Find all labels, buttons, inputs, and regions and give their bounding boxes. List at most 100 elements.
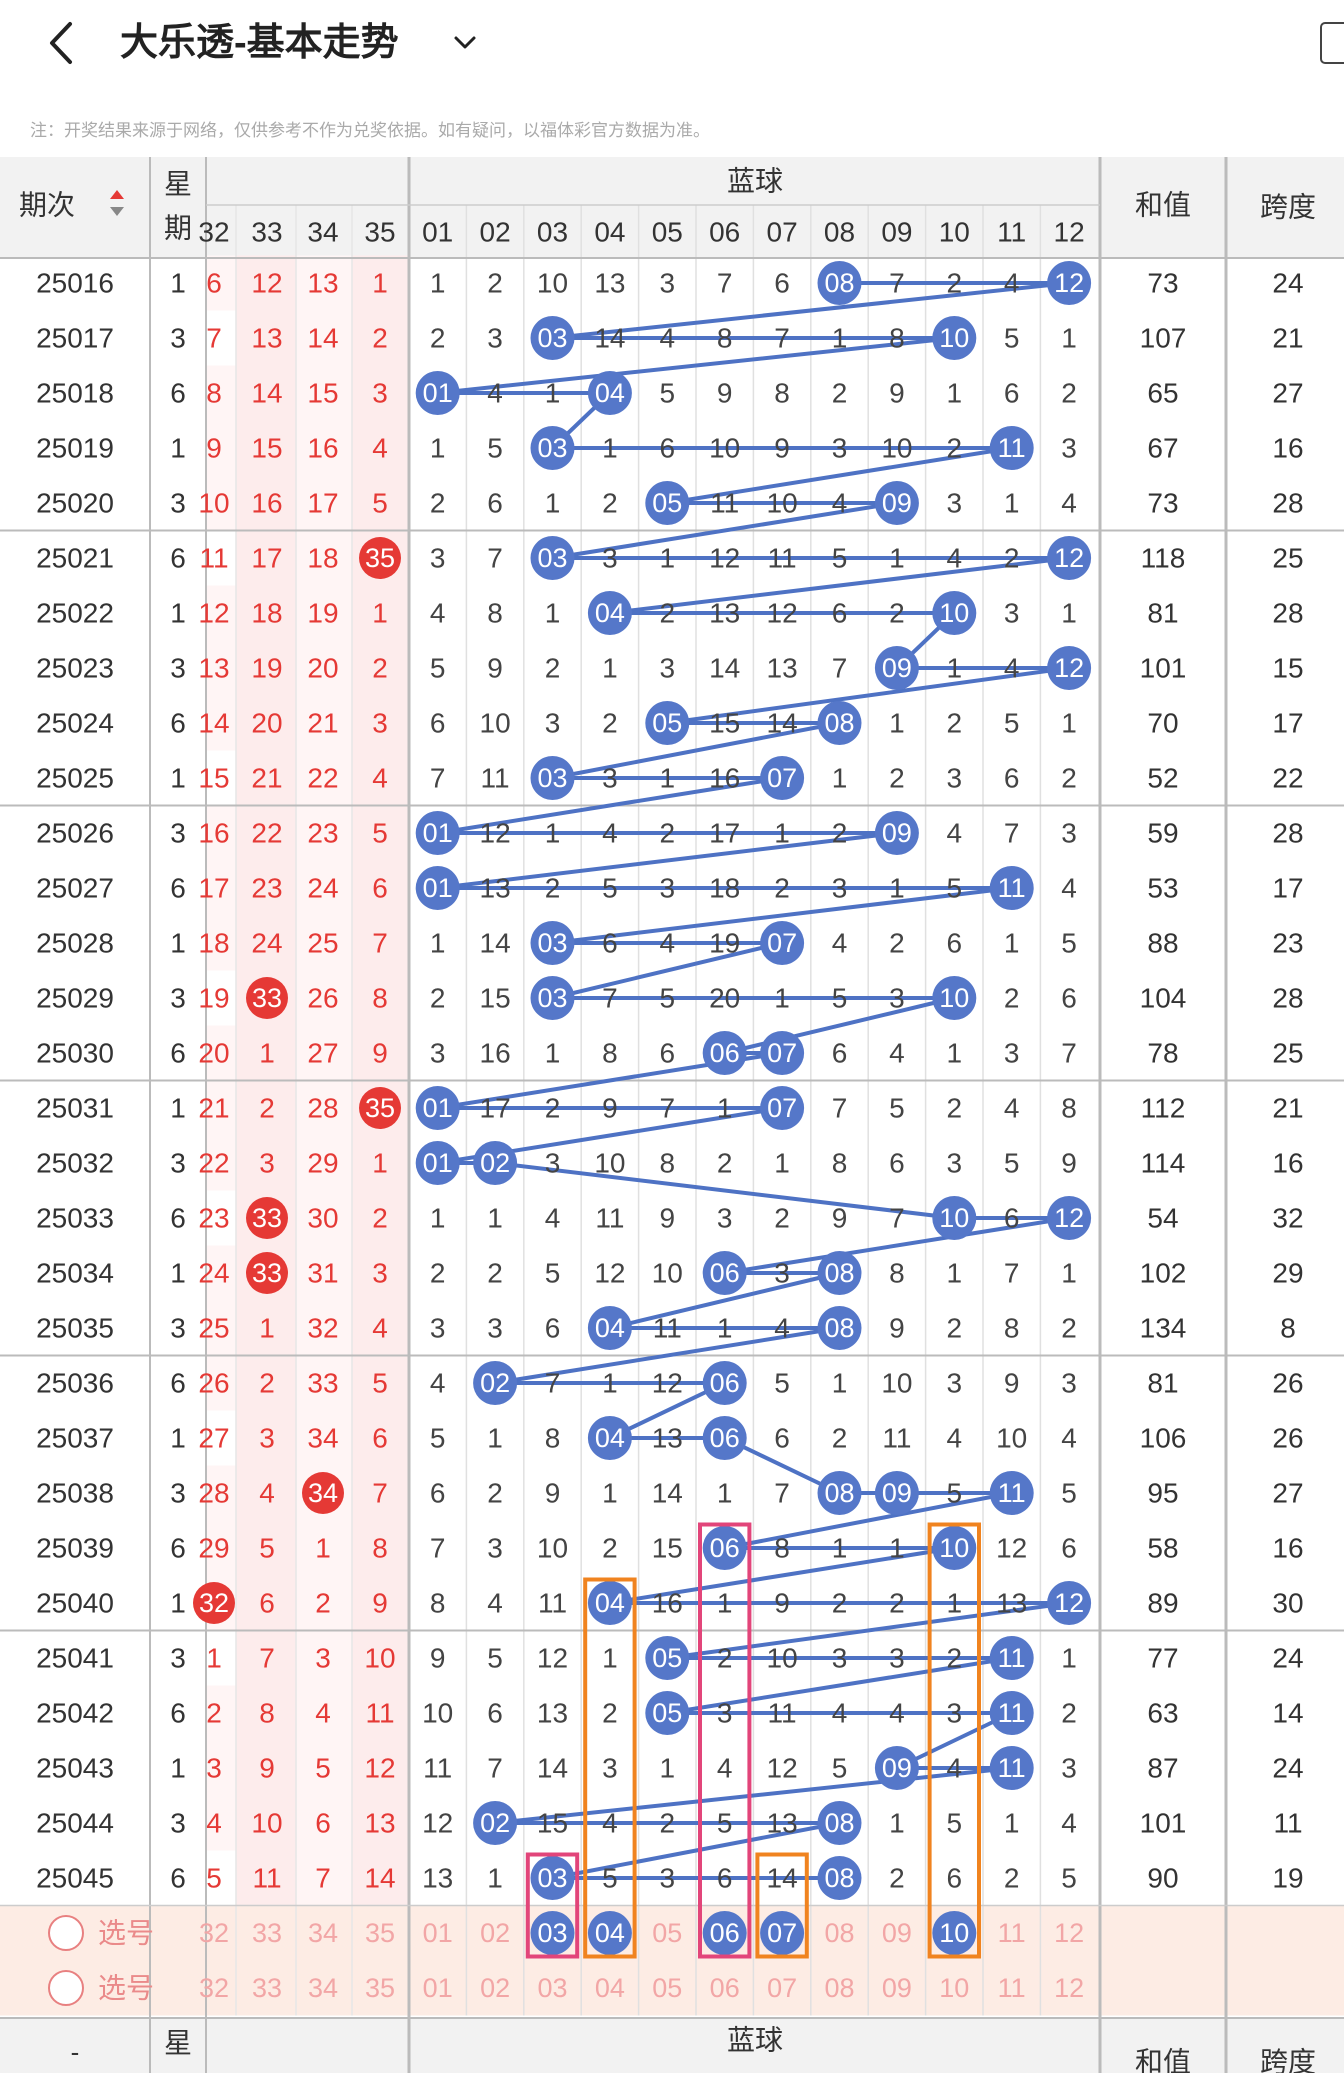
front-col-header: 34 — [307, 217, 338, 248]
pick-front-number[interactable]: 35 — [365, 1918, 395, 1948]
selected-blue-number[interactable]: 06 — [710, 1918, 740, 1948]
pick-blue-number[interactable]: 09 — [882, 1973, 912, 2003]
pick-blue-number[interactable]: 06 — [710, 1973, 740, 2003]
blue-col-header: 12 — [1054, 217, 1085, 248]
blue-miss-cell: 2 — [832, 1423, 848, 1454]
device-icon[interactable] — [1320, 22, 1344, 64]
blue-miss-cell: 2 — [832, 378, 848, 409]
week-cell: 6 — [170, 1698, 186, 1729]
span-cell: 17 — [1272, 873, 1303, 904]
pick-front-number[interactable]: 33 — [252, 1973, 282, 2003]
front-miss-cell: 16 — [251, 488, 282, 519]
blue-ball-number: 03 — [537, 763, 567, 793]
pick-front-number[interactable]: 33 — [252, 1918, 282, 1948]
issue-cell: 25024 — [36, 708, 114, 739]
blue-miss-cell: 9 — [774, 1588, 790, 1619]
front-miss-cell: 21 — [198, 1093, 229, 1124]
blue-ball — [989, 426, 1034, 470]
red-ball-number: 35 — [365, 1093, 395, 1123]
blue-ball — [874, 646, 919, 690]
radio-button[interactable] — [48, 1970, 84, 2006]
blue-miss-cell: 11 — [653, 1313, 682, 1344]
pick-blue-number[interactable]: 09 — [882, 1918, 912, 1948]
selected-blue-ball[interactable] — [530, 1911, 575, 1955]
blue-miss-cell: 4 — [889, 1038, 905, 1069]
blue-miss-cell: 3 — [545, 708, 561, 739]
selected-blue-ball[interactable] — [702, 1911, 747, 1955]
front-miss-cell: 9 — [372, 1588, 388, 1619]
blue-miss-cell: 8 — [430, 1588, 446, 1619]
selected-blue-ball[interactable] — [760, 1911, 805, 1955]
pick-blue-number[interactable]: 02 — [480, 1973, 510, 2003]
pick-blue-number[interactable]: 08 — [824, 1918, 854, 1948]
blue-miss-cell: 1 — [947, 378, 963, 409]
selected-blue-number[interactable]: 04 — [595, 1918, 625, 1948]
selected-blue-number[interactable]: 10 — [939, 1918, 969, 1948]
pick-front-number[interactable]: 32 — [199, 1918, 229, 1948]
selected-blue-ball[interactable] — [932, 1911, 977, 1955]
week-cell: 1 — [170, 433, 186, 464]
pick-blue-number[interactable]: 05 — [652, 1918, 682, 1948]
issue-cell: 25027 — [36, 873, 114, 904]
pick-blue-number[interactable]: 03 — [537, 1973, 567, 2003]
pick-front-number[interactable]: 34 — [308, 1973, 338, 2003]
blue-miss-cell: 1 — [1004, 1808, 1020, 1839]
blue-miss-cell: 10 — [767, 488, 798, 519]
blue-miss-cell: 3 — [430, 1313, 446, 1344]
table-row: 25026 3 16 22 23 5 01 12 1 4 2 17 1 2 09 4 7 3 59 28 — [36, 811, 1304, 855]
week-cell: 6 — [170, 378, 186, 409]
sum-cell: 107 — [1140, 323, 1187, 354]
pick-blue-number[interactable]: 07 — [767, 1973, 797, 2003]
blue-miss-cell: 1 — [1061, 1258, 1077, 1289]
pick-blue-number[interactable]: 12 — [1054, 1973, 1084, 2003]
blue-col-header: 06 — [709, 217, 740, 248]
blue-miss-cell: 2 — [1004, 1863, 1020, 1894]
pick-blue-number[interactable]: 02 — [480, 1918, 510, 1948]
pick-blue-number[interactable]: 05 — [652, 1973, 682, 2003]
radio-button[interactable] — [48, 1915, 84, 1951]
pick-blue-number[interactable]: 11 — [998, 1973, 1026, 2003]
chevron-down-icon[interactable] — [450, 28, 480, 58]
sum-cell: 53 — [1147, 873, 1178, 904]
selected-blue-number[interactable]: 03 — [537, 1918, 567, 1948]
pick-blue-number[interactable]: 04 — [595, 1973, 625, 2003]
blue-ball-number: 09 — [882, 1478, 912, 1508]
pick-front-number[interactable]: 32 — [199, 1973, 229, 2003]
pick-blue-number[interactable]: 12 — [1054, 1918, 1084, 1948]
blue-miss-cell: 10 — [594, 1148, 625, 1179]
sum-cell: 63 — [1147, 1698, 1178, 1729]
pick-blue-number[interactable]: 10 — [939, 1973, 969, 2003]
pick-blue-number[interactable]: 08 — [824, 1973, 854, 2003]
sort-up-icon[interactable] — [110, 190, 124, 199]
back-arrow-icon[interactable] — [40, 18, 84, 68]
blue-miss-cell: 8 — [602, 1038, 618, 1069]
app-header: 大乐透-基本走势 注：开奖结果来源于网络，仅供参考不作为兑奖依据。如有疑问，以福… — [0, 0, 1344, 150]
selected-blue-number[interactable]: 07 — [767, 1918, 797, 1948]
front-miss-cell: 13 — [364, 1808, 395, 1839]
blue-miss-cell: 2 — [832, 818, 848, 849]
blue-miss-cell: 6 — [487, 488, 503, 519]
pick-row[interactable]: 选号 32 33 34 35 01 02 03 04 05 06 07 08 09 10 11 12 — [48, 1911, 1084, 1955]
front-miss-cell: 3 — [315, 1643, 331, 1674]
pick-blue-number[interactable]: 01 — [423, 1973, 453, 2003]
pick-blue-number[interactable]: 11 — [998, 1918, 1026, 1948]
front-miss-cell: 20 — [198, 1038, 229, 1069]
front-miss-cell: 17 — [198, 873, 229, 904]
blue-miss-cell: 1 — [430, 268, 446, 299]
blue-miss-cell: 2 — [774, 873, 790, 904]
week-cell: 6 — [170, 543, 186, 574]
sort-down-icon[interactable] — [110, 207, 124, 216]
blue-ball — [989, 1691, 1034, 1735]
blue-miss-cell: 1 — [832, 323, 848, 354]
blue-miss-cell: 7 — [602, 983, 618, 1014]
pick-blue-number[interactable]: 01 — [423, 1918, 453, 1948]
selected-blue-ball[interactable] — [587, 1911, 632, 1955]
pick-front-number[interactable]: 35 — [365, 1973, 395, 2003]
issue-cell: 25032 — [36, 1148, 114, 1179]
pick-front-number[interactable]: 34 — [308, 1918, 338, 1948]
front-miss-cell: 18 — [307, 543, 338, 574]
pick-row[interactable]: 选号 32 33 34 35 01 02 03 04 05 06 07 08 09 10 11 12 — [48, 1970, 1084, 2006]
span-cell: 23 — [1272, 928, 1303, 959]
issue-cell: 25037 — [36, 1423, 114, 1454]
blue-miss-cell: 6 — [660, 1038, 676, 1069]
